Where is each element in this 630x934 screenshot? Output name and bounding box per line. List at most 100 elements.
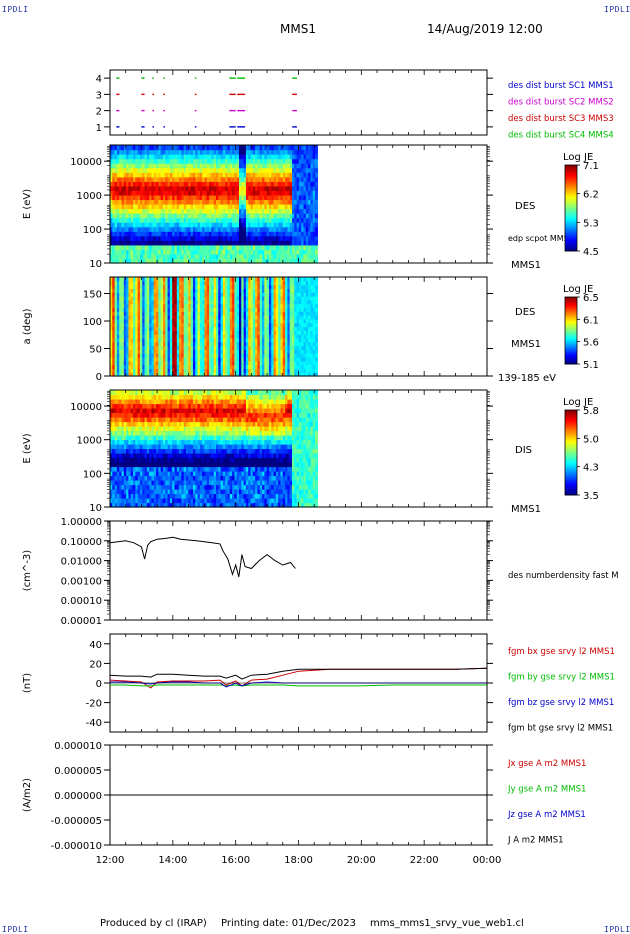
des-energy-cell xyxy=(142,222,146,228)
des-pitch-cell xyxy=(248,315,252,320)
des-pitch-cell xyxy=(202,341,206,347)
des-pitch-cell xyxy=(158,337,162,343)
des-energy-cell xyxy=(285,158,288,164)
des-pitch-cell xyxy=(264,364,268,369)
des-pitch-cell xyxy=(252,299,256,305)
des-pitch-cell xyxy=(245,372,249,377)
des-pitch-cell xyxy=(285,318,288,324)
des-pitch-cell xyxy=(232,330,236,335)
des-energy-cell xyxy=(128,235,132,241)
des-pitch-cell xyxy=(289,315,293,320)
des-pitch-cell xyxy=(312,303,316,309)
des-energy-cell xyxy=(142,231,146,237)
des-energy-cell xyxy=(239,190,242,196)
des-energy-cell xyxy=(264,181,268,187)
des-energy-cell xyxy=(199,185,203,191)
des-pitch-cell xyxy=(241,337,245,343)
des-energy-cell xyxy=(176,172,180,178)
des-energy-cell xyxy=(123,240,127,246)
des-energy-colorbar-seg xyxy=(565,214,577,218)
des-pitch-cell xyxy=(303,311,307,316)
des-energy-cell xyxy=(137,167,141,173)
des-energy-cell xyxy=(239,149,242,155)
des-pitch-cell xyxy=(209,322,212,328)
des-energy-cell xyxy=(250,190,254,196)
des-energy-cell xyxy=(287,167,291,173)
des-energy-cell xyxy=(176,190,180,196)
des-pitch-cell xyxy=(268,299,272,305)
des-pitch-cell xyxy=(243,315,247,320)
des-energy-cell xyxy=(248,231,252,237)
des-pitch-cell xyxy=(181,326,185,331)
des-energy-cell xyxy=(197,217,201,223)
des-pitch-cell xyxy=(110,364,113,369)
des-energy-cell xyxy=(116,222,120,228)
des-energy-cell xyxy=(275,190,279,196)
des-energy-cell xyxy=(289,145,293,151)
des-pitch-cell xyxy=(135,364,139,369)
des-energy-cell xyxy=(192,240,196,246)
des-energy-cell xyxy=(225,199,229,205)
des-energy-cell xyxy=(298,176,302,182)
des-pitch-cell xyxy=(227,311,231,316)
des-pitch-cell xyxy=(162,296,166,301)
des-energy-cell xyxy=(296,158,300,164)
des-pitch-cell xyxy=(285,345,288,350)
des-energy-cell xyxy=(239,253,242,260)
des-energy-cell xyxy=(298,258,302,264)
des-energy-cell xyxy=(234,199,238,205)
des-energy-cell xyxy=(130,181,134,187)
des-pitch-cell xyxy=(278,284,282,290)
des-pitch-cell xyxy=(289,288,293,293)
des-energy-cell xyxy=(255,185,259,191)
des-energy-cell xyxy=(229,240,233,246)
des-energy-cell xyxy=(167,226,171,232)
des-pitch-cell xyxy=(126,349,130,354)
des-energy-cell xyxy=(110,199,113,205)
des-pitch-cell xyxy=(225,349,229,354)
des-pitch-cell xyxy=(151,318,155,324)
des-pitch-cell xyxy=(236,356,240,362)
des-pitch-cell xyxy=(255,337,259,343)
des-energy-cell xyxy=(308,167,312,173)
des-pitch-cell xyxy=(110,353,113,358)
des-pitch-cell xyxy=(243,284,247,290)
des-pitch-cell xyxy=(153,292,157,297)
des-energy-cell xyxy=(227,213,231,219)
des-energy-cell xyxy=(183,149,187,155)
des-energy-cell xyxy=(139,176,143,182)
des-pitch-cell xyxy=(114,334,118,339)
burst-legend-3: des dist burst SC4 MMS4 xyxy=(508,131,614,141)
des-energy-cell xyxy=(162,154,166,160)
des-pitch-cell xyxy=(218,334,222,339)
des-pitch-cell xyxy=(110,356,113,362)
des-pitch-cell xyxy=(278,345,282,350)
des-energy-cell xyxy=(310,258,314,264)
des-pitch-cell xyxy=(202,326,206,331)
des-energy-cell xyxy=(183,217,187,223)
des-pitch-cell xyxy=(183,360,187,366)
des-energy-cell xyxy=(229,199,233,205)
des-pitch-cell xyxy=(119,288,123,293)
des-energy-cell xyxy=(259,176,263,182)
des-pitch-cell xyxy=(165,330,169,335)
des-pitch-cell xyxy=(183,330,187,335)
des-pitch-cell xyxy=(287,372,291,377)
des-energy-cell xyxy=(146,217,150,223)
des-energy-colorbar-seg xyxy=(565,165,577,168)
des-pitch-cell xyxy=(308,353,312,358)
des-energy-cell xyxy=(245,167,249,173)
des-energy-cell xyxy=(139,154,143,160)
des-energy-cell xyxy=(239,185,242,191)
des-pitch-cell xyxy=(110,307,113,312)
des-energy-cell xyxy=(271,185,275,191)
des-pitch-cell xyxy=(239,277,242,282)
des-pitch-cell xyxy=(232,356,236,362)
des-pitch-cell xyxy=(165,322,169,328)
des-energy-cell xyxy=(252,163,256,169)
des-energy-cell xyxy=(285,176,288,182)
des-energy-cell xyxy=(192,176,196,182)
des-pitch-cell xyxy=(285,288,288,293)
des-pitch-cell xyxy=(190,322,194,328)
des-energy-cell xyxy=(303,181,307,187)
